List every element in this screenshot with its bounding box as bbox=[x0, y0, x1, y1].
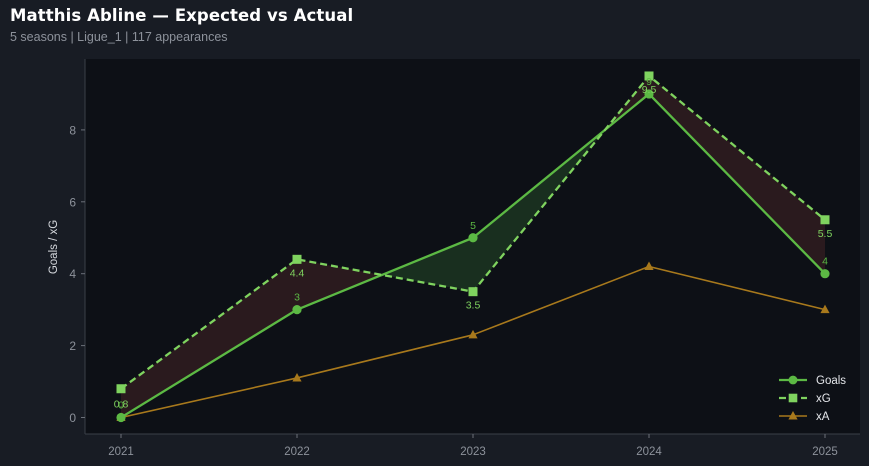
y-axis-label: Goals / xG bbox=[48, 220, 60, 274]
goals-data-label: 4 bbox=[822, 256, 828, 268]
goals-point bbox=[292, 305, 302, 315]
series-lines bbox=[116, 71, 830, 423]
xa-point bbox=[644, 261, 654, 271]
goals-data-label: 0 bbox=[118, 400, 124, 412]
x-tick-label: 2025 bbox=[812, 446, 838, 458]
goals-point bbox=[116, 412, 126, 423]
xg-data-label: 5.5 bbox=[818, 228, 833, 240]
xa-point bbox=[820, 304, 830, 314]
y-ticks: 0 2 4 6 8 bbox=[69, 123, 85, 425]
legend: Goals xG xA bbox=[779, 375, 846, 423]
goals-point bbox=[820, 269, 830, 279]
overperform-fill bbox=[381, 237, 473, 292]
y-tick-label: 8 bbox=[69, 123, 76, 137]
xa-legend-marker bbox=[788, 411, 798, 420]
xa-legend-label: xA bbox=[816, 411, 830, 423]
x-ticks: 2021 2022 2023 2024 2025 bbox=[108, 434, 838, 458]
xa-point bbox=[292, 372, 302, 382]
xg-data-label: 3.5 bbox=[466, 300, 481, 312]
xg-data-label: 0.8 bbox=[114, 399, 129, 411]
y-tick-label: 4 bbox=[69, 267, 76, 281]
x-tick-label: 2024 bbox=[636, 446, 662, 458]
xg-data-label: 9.5 bbox=[642, 84, 657, 96]
goals-data-label: 3 bbox=[294, 292, 300, 304]
goals-data-label: 5 bbox=[470, 220, 476, 232]
underperform-fill bbox=[297, 259, 382, 310]
xa-point bbox=[468, 329, 478, 339]
goals-point bbox=[468, 233, 478, 243]
xg-data-label: 4.4 bbox=[290, 267, 305, 279]
goals-legend-label: Goals bbox=[816, 375, 846, 387]
xg-point bbox=[820, 215, 830, 225]
xg-legend-marker bbox=[788, 393, 798, 403]
page-subtitle: 5 seasons | Ligue_1 | 117 appearances bbox=[10, 30, 228, 44]
xg-legend-label: xG bbox=[816, 393, 831, 405]
xg-point bbox=[644, 71, 654, 81]
xg-point bbox=[468, 287, 478, 297]
goals-legend-marker bbox=[788, 375, 798, 385]
underperform-fill bbox=[649, 75, 825, 274]
data-labels: 0 3 5 9 4 0.8 4.4 3.5 9.5 5.5 bbox=[114, 76, 833, 412]
goals-point bbox=[644, 89, 654, 99]
x-tick-label: 2022 bbox=[284, 446, 310, 458]
y-tick-label: 6 bbox=[69, 195, 76, 209]
x-tick-label: 2023 bbox=[460, 446, 486, 458]
underperform-fill bbox=[121, 259, 297, 418]
page-title: Matthis Abline — Expected vs Actual bbox=[10, 6, 354, 25]
goals-data-label: 9 bbox=[646, 76, 652, 88]
y-tick-label: 0 bbox=[69, 411, 76, 425]
x-tick-label: 2021 bbox=[108, 446, 134, 458]
xg-point bbox=[116, 384, 126, 394]
xg-point bbox=[292, 254, 302, 264]
y-tick-label: 2 bbox=[69, 339, 76, 353]
